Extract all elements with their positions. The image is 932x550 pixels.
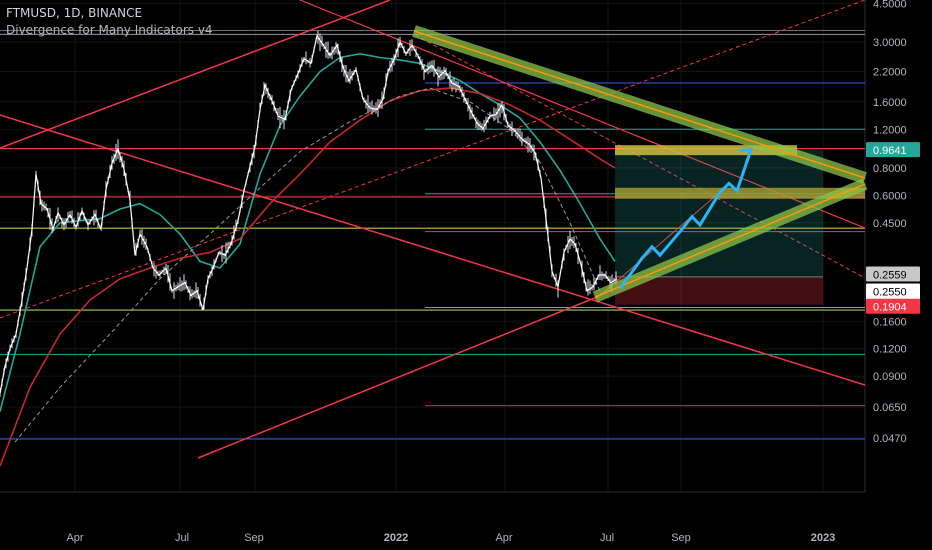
price-label-bg (866, 283, 920, 299)
trendline-down-long (0, 114, 866, 386)
x-tick-label: Apr (66, 532, 83, 544)
x-tick-label: Jul (175, 532, 189, 544)
price-series (0, 30, 618, 397)
price-label-bg (866, 266, 920, 282)
trendline-dashed-down (414, 34, 866, 279)
y-tick-label: 0.0470 (873, 433, 907, 445)
price-axis: 4.5000 3.0000 2.2000 1.6000 1.2000 0.8000 0.60… (873, 0, 907, 445)
resistance-highlight (615, 187, 865, 199)
forecast-arrow (618, 147, 754, 290)
trendline-support-up (197, 296, 598, 459)
wedge-upper-core (413, 30, 866, 179)
x-tick-label: Apr (495, 532, 512, 544)
price-label-text: 0.2559 (873, 270, 907, 282)
x-tick-label: 2023 (811, 532, 835, 544)
x-tick-label: Sep (671, 532, 691, 544)
x-tick-label: Sep (244, 532, 264, 544)
y-tick-label: 0.0900 (873, 371, 907, 383)
y-tick-label: 3.0000 (873, 37, 907, 49)
price-close-line (0, 34, 618, 394)
target-highlight (615, 145, 797, 156)
y-tick-label: 1.6000 (873, 97, 907, 109)
forecast-zigzag (618, 149, 753, 290)
y-tick-label: 0.1600 (873, 316, 907, 328)
price-label-text: 0.1904 (873, 302, 907, 314)
falling-wedge-pattern (412, 25, 868, 303)
y-tick-label: 0.0650 (873, 402, 907, 414)
symbol-title[interactable]: FTMUSD, 1D, BINANCE (6, 6, 143, 20)
y-tick-label: 0.8000 (873, 163, 907, 175)
price-label-bg (866, 142, 920, 158)
y-tick-label: 4.5000 (873, 0, 907, 10)
price-label-text: 0.9641 (873, 145, 907, 157)
y-tick-label: 1.2000 (873, 124, 907, 136)
y-tick-label: 0.6000 (873, 190, 907, 202)
x-tick-label: Jul (600, 532, 614, 544)
price-label-text: 0.2550 (873, 287, 907, 299)
position-loss-zone (615, 276, 823, 305)
x-tick-label: 2022 (384, 532, 408, 544)
wedge-lower-core (594, 183, 866, 298)
price-label-bg (866, 298, 920, 314)
ma-red-line (0, 87, 616, 467)
forecast-arrowhead (738, 147, 754, 163)
ma-green-line (0, 52, 616, 412)
trendline-up-channel (0, 0, 391, 149)
y-tick-label: 0.1200 (873, 344, 907, 356)
y-tick-label: 2.2000 (873, 67, 907, 79)
time-axis: Apr Jul Sep 2022 Apr Jul Sep 2023 (66, 532, 835, 544)
y-tick-label: 0.4500 (873, 218, 907, 230)
indicator-title[interactable]: Divergence for Many Indicators v4 (6, 23, 213, 37)
ma-grey-dashed-fall (429, 87, 601, 292)
